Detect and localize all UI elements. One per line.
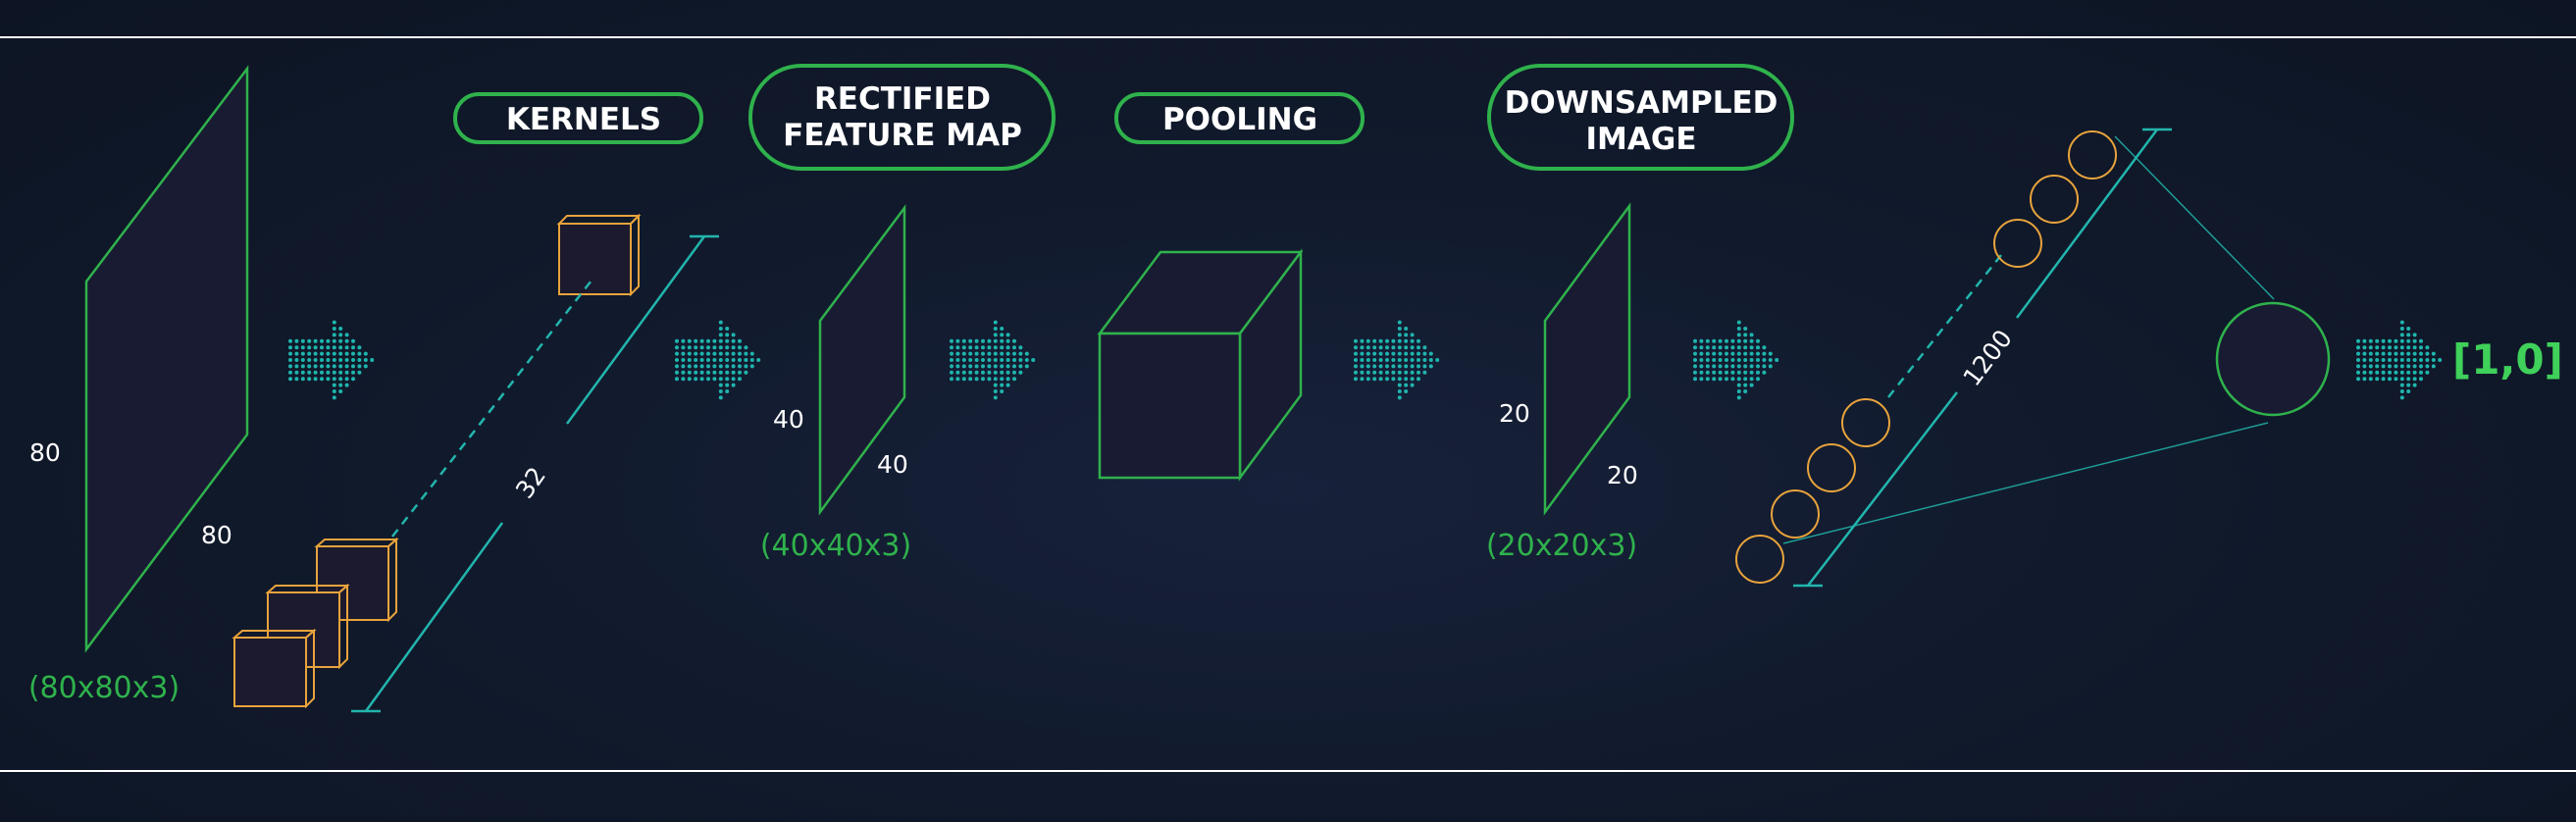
downsampled-label-line1: DOWNSAMPLED bbox=[1505, 85, 1778, 121]
connection-line-bottom bbox=[1782, 422, 2269, 544]
downsampled-image-plane bbox=[1543, 202, 1631, 516]
kernel-count-axis bbox=[351, 234, 719, 713]
kernel-dashed-link bbox=[391, 276, 595, 538]
pooling-label: POOLING bbox=[1162, 102, 1317, 137]
rectified-label-line2: FEATURE MAP bbox=[783, 118, 1022, 153]
neuron bbox=[2030, 175, 2079, 224]
arrow-4 bbox=[1354, 320, 1440, 400]
output-neuron bbox=[2215, 301, 2331, 417]
input-image-plane bbox=[84, 65, 249, 653]
kernels-badge: KERNELS bbox=[453, 92, 703, 144]
downsampled-label-line2: IMAGE bbox=[1586, 122, 1697, 157]
pooling-badge: POOLING bbox=[1114, 92, 1365, 144]
neuron bbox=[1735, 535, 1784, 584]
input-shape-label: (80x80x3) bbox=[28, 671, 180, 705]
kernel-cube-1 bbox=[232, 628, 317, 709]
input-height-label: 80 bbox=[29, 438, 61, 467]
neuron bbox=[1841, 398, 1890, 447]
rectified-height-label: 40 bbox=[773, 405, 804, 434]
output-value: [1,0] bbox=[2452, 335, 2563, 384]
arrow-3 bbox=[950, 320, 1036, 400]
rectified-label-line1: RECTIFIED bbox=[814, 81, 991, 117]
arrow-1 bbox=[288, 320, 375, 400]
neuron bbox=[1771, 489, 1820, 539]
arrow-2 bbox=[675, 320, 761, 400]
rectified-feature-map-plane bbox=[818, 204, 906, 516]
arrow-6 bbox=[2356, 320, 2443, 400]
connection-line-top bbox=[2114, 135, 2275, 300]
rectified-feature-map-badge: RECTIFIED FEATURE MAP bbox=[748, 64, 1056, 171]
flatten-neurons bbox=[1735, 130, 2117, 584]
neuron bbox=[2068, 130, 2117, 180]
downsampled-shape-label: (20x20x3) bbox=[1486, 529, 1637, 563]
rectified-shape-label: (40x40x3) bbox=[760, 529, 911, 563]
kernel-cube-top bbox=[556, 213, 642, 297]
arrow-5 bbox=[1693, 320, 1779, 400]
flatten-count-axis bbox=[1793, 128, 2172, 588]
rectified-width-label: 40 bbox=[877, 450, 908, 479]
neuron bbox=[1993, 219, 2042, 268]
downsampled-width-label: 20 bbox=[1607, 461, 1638, 489]
neuron bbox=[1807, 443, 1856, 492]
downsampled-height-label: 20 bbox=[1499, 399, 1530, 428]
downsampled-image-badge: DOWNSAMPLED IMAGE bbox=[1487, 64, 1794, 171]
kernel-count-label: 32 bbox=[510, 462, 551, 504]
pooling-cube bbox=[1097, 248, 1304, 482]
kernels-label: KERNELS bbox=[506, 102, 661, 137]
input-width-label: 80 bbox=[201, 521, 232, 549]
flatten-count-label: 1200 bbox=[1957, 325, 2017, 391]
